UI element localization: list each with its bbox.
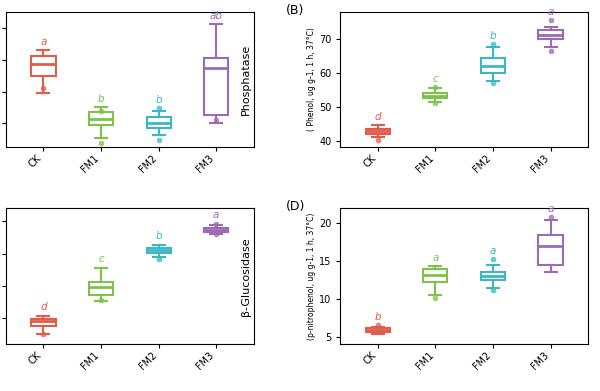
Text: b: b bbox=[490, 30, 496, 41]
Text: b: b bbox=[155, 95, 162, 105]
Text: c: c bbox=[98, 255, 104, 264]
PathPatch shape bbox=[423, 93, 448, 98]
PathPatch shape bbox=[481, 273, 505, 280]
Text: b: b bbox=[98, 94, 104, 104]
Text: d: d bbox=[40, 302, 47, 312]
Text: a: a bbox=[432, 253, 439, 263]
Y-axis label: (p-nitrophenol, ug g-1, 1 h, 37°C): (p-nitrophenol, ug g-1, 1 h, 37°C) bbox=[307, 213, 316, 340]
Text: c: c bbox=[433, 74, 438, 84]
Text: b: b bbox=[374, 312, 381, 322]
Text: Phosphatase: Phosphatase bbox=[241, 44, 251, 115]
Text: a: a bbox=[213, 210, 220, 220]
PathPatch shape bbox=[31, 319, 56, 326]
PathPatch shape bbox=[481, 57, 505, 73]
Text: (D): (D) bbox=[286, 200, 305, 213]
Text: a: a bbox=[547, 204, 554, 214]
PathPatch shape bbox=[538, 235, 563, 265]
Text: d: d bbox=[374, 112, 381, 122]
PathPatch shape bbox=[146, 117, 171, 128]
Text: ab: ab bbox=[210, 11, 223, 21]
Text: a: a bbox=[547, 7, 554, 17]
Text: a: a bbox=[40, 37, 47, 47]
Text: b: b bbox=[155, 231, 162, 241]
Text: a: a bbox=[490, 246, 496, 256]
PathPatch shape bbox=[365, 129, 390, 134]
PathPatch shape bbox=[31, 56, 56, 75]
PathPatch shape bbox=[89, 112, 113, 125]
PathPatch shape bbox=[89, 282, 113, 295]
PathPatch shape bbox=[365, 328, 390, 332]
PathPatch shape bbox=[146, 248, 171, 253]
Text: (B): (B) bbox=[286, 4, 304, 16]
PathPatch shape bbox=[423, 269, 448, 282]
PathPatch shape bbox=[204, 228, 229, 232]
PathPatch shape bbox=[538, 30, 563, 39]
Y-axis label: ( Phenol, ug g-1, 1 h, 37°C): ( Phenol, ug g-1, 1 h, 37°C) bbox=[307, 28, 316, 131]
PathPatch shape bbox=[204, 58, 229, 115]
Text: β-Glucosidase: β-Glucosidase bbox=[241, 237, 251, 316]
